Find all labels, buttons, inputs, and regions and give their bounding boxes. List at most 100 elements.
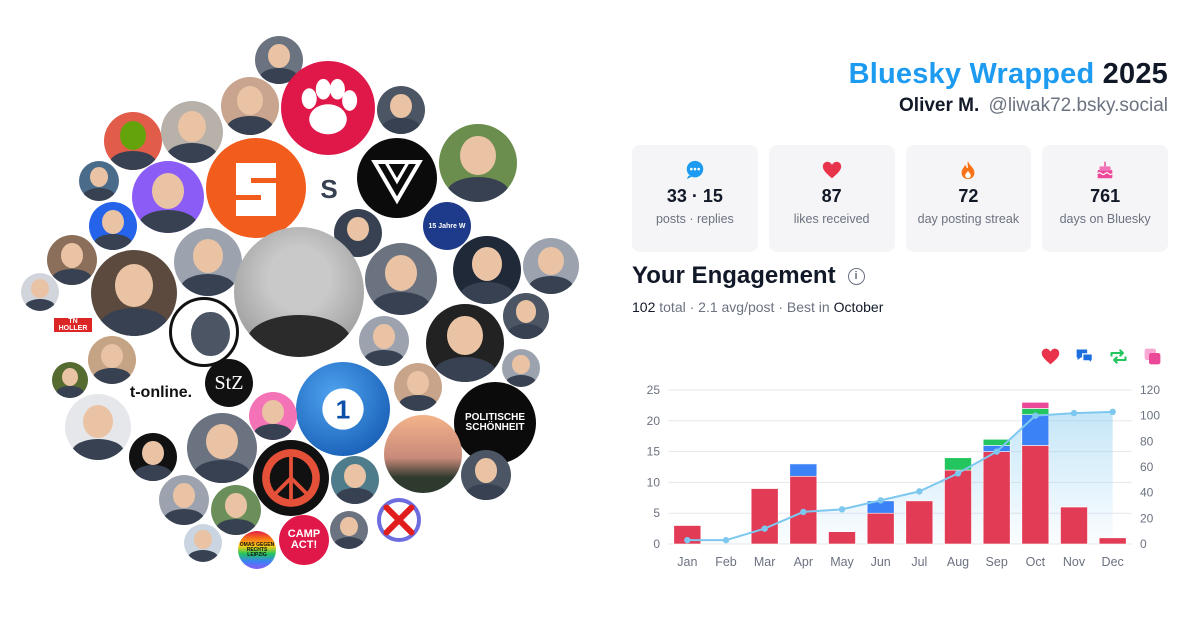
info-icon[interactable]: i xyxy=(847,267,865,285)
svg-text:1: 1 xyxy=(336,394,351,424)
avatar[interactable] xyxy=(104,112,162,170)
avatar[interactable] xyxy=(253,440,329,516)
avatar[interactable] xyxy=(174,228,242,296)
avatar[interactable]: CAMP ACT! xyxy=(279,515,329,565)
avatar[interactable] xyxy=(249,392,297,440)
y-tick-label: 25 xyxy=(647,383,661,397)
avatar[interactable] xyxy=(439,124,517,202)
brand-title: Bluesky Wrapped xyxy=(848,58,1095,90)
avatar-text: OMAS GEGEN RECHTS LEIPZIG xyxy=(239,541,275,558)
bust-icon xyxy=(191,311,230,357)
avatar[interactable] xyxy=(132,161,204,233)
avatar[interactable]: S xyxy=(317,177,341,201)
avatar[interactable] xyxy=(21,273,59,311)
bar-segment xyxy=(982,451,1011,545)
avatar[interactable] xyxy=(169,297,239,367)
avatar[interactable]: OMAS GEGEN RECHTS LEIPZIG xyxy=(238,531,276,569)
avatar[interactable] xyxy=(89,202,137,250)
bar-segment xyxy=(1060,506,1088,545)
bar-segment xyxy=(866,512,895,545)
avatar[interactable] xyxy=(334,209,382,257)
avatar[interactable] xyxy=(426,304,504,382)
avatar[interactable] xyxy=(65,394,131,460)
stat-value: 33 · 15 xyxy=(666,186,723,206)
avatar[interactable] xyxy=(129,433,177,481)
s-logo-icon xyxy=(236,163,276,216)
bar-segment xyxy=(1098,537,1127,545)
wrapped-header: Bluesky Wrapped 2025 Oliver M. @liwak72.… xyxy=(849,58,1168,117)
engagement-title: Your Engagement i xyxy=(632,262,865,290)
avatar[interactable]: POLITISCHE SCHÖNHEIT xyxy=(454,382,536,464)
avatar[interactable] xyxy=(159,475,209,525)
avatar[interactable] xyxy=(234,227,364,357)
avatar[interactable] xyxy=(184,524,222,562)
engagement-summary: 102 total · 2.1 avg/post · Best in Octob… xyxy=(632,299,883,315)
avatar[interactable] xyxy=(206,138,306,238)
avatar[interactable]: TN HOLLER xyxy=(54,318,92,332)
engagement-title-text: Your Engagement xyxy=(632,262,836,289)
user-line: Oliver M. @liwak72.bsky.social xyxy=(849,95,1168,117)
avatar[interactable] xyxy=(502,349,540,387)
y2-tick-label: 120 xyxy=(1140,383,1160,397)
avatar[interactable] xyxy=(52,362,88,398)
legend-repost-icon[interactable] xyxy=(1108,346,1129,367)
legend-quote-icon[interactable] xyxy=(1142,346,1163,367)
avatar[interactable] xyxy=(394,363,442,411)
avatar[interactable] xyxy=(161,101,223,163)
cake-icon xyxy=(1097,161,1113,179)
x-tick-label: Jul xyxy=(911,555,927,569)
avatar[interactable] xyxy=(187,413,257,483)
avatar-text: POLITISCHE SCHÖNHEIT xyxy=(464,412,525,433)
avatar[interactable] xyxy=(374,495,424,545)
bar-segment xyxy=(789,463,818,477)
cumulative-point xyxy=(684,536,691,544)
avatar[interactable] xyxy=(384,415,462,493)
avatar[interactable] xyxy=(503,293,549,339)
x-tick-label: Oct xyxy=(1026,555,1046,569)
avatar[interactable] xyxy=(88,336,136,384)
best-month: October xyxy=(833,299,884,315)
page-title: Bluesky Wrapped 2025 xyxy=(849,58,1168,91)
stat-label: likes received xyxy=(793,212,870,226)
avatar[interactable] xyxy=(359,316,409,366)
cumulative-point xyxy=(761,525,768,532)
avatar-text: CAMP ACT! xyxy=(287,528,321,551)
avatar[interactable] xyxy=(79,161,119,201)
avatar[interactable]: t-online. xyxy=(129,361,193,425)
avatar[interactable] xyxy=(221,77,279,135)
chat-bubble-icon xyxy=(686,160,704,180)
avatar[interactable] xyxy=(377,86,425,134)
avatar[interactable] xyxy=(453,236,521,304)
avatar[interactable] xyxy=(330,511,368,549)
avatar[interactable]: 15 Jahre W xyxy=(423,202,471,250)
avatar[interactable] xyxy=(281,61,375,155)
avatar[interactable] xyxy=(211,485,261,535)
chart-legend xyxy=(1040,346,1163,367)
avatar[interactable] xyxy=(91,250,177,336)
avatar[interactable] xyxy=(357,138,437,218)
legend-heart-icon[interactable] xyxy=(1040,346,1061,367)
x-tick-label: Mar xyxy=(754,555,776,569)
avatar[interactable] xyxy=(523,238,579,294)
cumulative-point xyxy=(1070,409,1078,417)
stat-value: 87 xyxy=(821,186,842,206)
avatar[interactable] xyxy=(331,456,379,504)
bar-segment xyxy=(828,531,856,545)
stat-label: posts · replies xyxy=(655,212,734,226)
avatar-text: t-online. xyxy=(129,384,193,401)
stat-label: days on Bluesky xyxy=(1059,212,1151,226)
avatar[interactable] xyxy=(461,450,511,500)
avatar[interactable]: StZ xyxy=(205,359,253,407)
avatar[interactable] xyxy=(365,243,437,315)
legend-reply-icon[interactable] xyxy=(1074,346,1095,367)
flame-icon xyxy=(961,160,975,180)
avatar[interactable] xyxy=(47,235,97,285)
stat-card-days: 761 days on Bluesky xyxy=(1042,145,1168,252)
cumulative-point xyxy=(1032,412,1039,419)
stat-card-likes: 87 likes received xyxy=(768,145,895,252)
cumulative-line xyxy=(687,410,1113,542)
avatar[interactable]: 1 xyxy=(296,362,390,456)
stat-card-streak: 72 day posting streak xyxy=(905,145,1032,252)
avatar-text: StZ xyxy=(214,372,244,394)
cumulative-point xyxy=(993,448,1000,455)
